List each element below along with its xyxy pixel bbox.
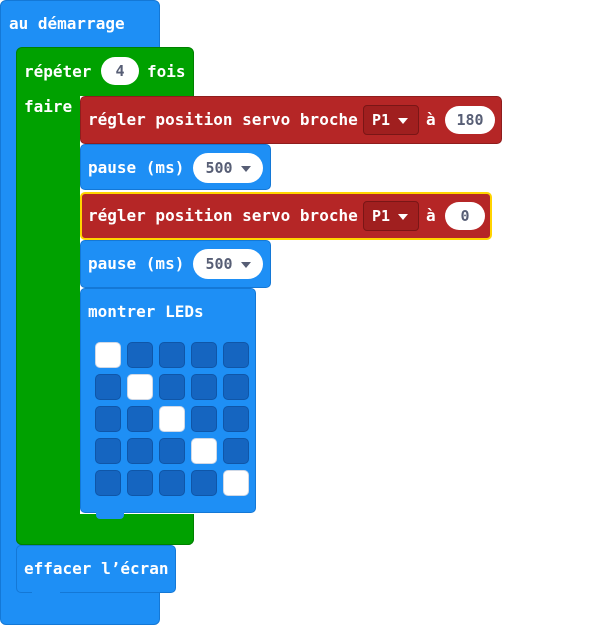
clear-screen-bottom-notch: [32, 592, 60, 599]
led-cell-3-2[interactable]: [159, 438, 185, 464]
on-start-bottom-notch: [16, 598, 44, 605]
chevron-down-icon: [398, 117, 409, 124]
pause-1-value: 500: [205, 159, 233, 177]
times-label: fois: [147, 62, 186, 81]
led-cell-4-0[interactable]: [95, 470, 121, 496]
pause-1-label: pause (ms): [88, 158, 185, 177]
servo-1-label: régler position servo broche: [88, 110, 358, 129]
led-cell-1-3[interactable]: [191, 374, 217, 400]
led-grid: [95, 342, 251, 496]
repeat-count-input[interactable]: 4: [101, 57, 139, 85]
led-cell-0-0[interactable]: [95, 342, 121, 368]
led-cell-4-3[interactable]: [191, 470, 217, 496]
repeat-label: répéter: [24, 62, 92, 81]
repeat-count-value: 4: [115, 62, 125, 80]
led-cell-3-1[interactable]: [127, 438, 153, 464]
servo-1-value: 180: [456, 111, 484, 129]
chevron-down-icon: [240, 165, 251, 172]
servo-1-pin-dropdown[interactable]: P1: [363, 105, 419, 135]
led-cell-1-0[interactable]: [95, 374, 121, 400]
led-cell-2-1[interactable]: [127, 406, 153, 432]
servo-1-to-label: à: [426, 110, 436, 129]
servo-2-pin-value: P1: [372, 207, 391, 225]
do-label-2: faire: [24, 97, 73, 116]
led-cell-0-1[interactable]: [127, 342, 153, 368]
led-cell-0-3[interactable]: [191, 342, 217, 368]
show-leds-bottom-notch: [96, 512, 124, 519]
led-cell-3-0[interactable]: [95, 438, 121, 464]
servo-1-pin-value: P1: [372, 111, 391, 129]
led-cell-2-3[interactable]: [191, 406, 217, 432]
pause-block-1[interactable]: pause (ms) 500: [80, 144, 271, 190]
on-start-label: au démarrage: [9, 14, 125, 33]
led-cell-3-4[interactable]: [223, 438, 249, 464]
servo-block-1[interactable]: régler position servo broche P1 à 180: [80, 96, 502, 144]
led-cell-2-0[interactable]: [95, 406, 121, 432]
servo-block-2[interactable]: régler position servo broche P1 à 0: [80, 192, 492, 240]
pause-block-2[interactable]: pause (ms) 500: [80, 240, 271, 288]
led-cell-0-4[interactable]: [223, 342, 249, 368]
led-cell-0-2[interactable]: [159, 342, 185, 368]
led-cell-2-2[interactable]: [159, 406, 185, 432]
servo-2-to-label: à: [426, 206, 436, 225]
pause-2-label: pause (ms): [88, 254, 185, 273]
show-leds-block[interactable]: montrer LEDs: [80, 288, 256, 513]
led-cell-1-1[interactable]: [127, 374, 153, 400]
pause-1-value-dropdown[interactable]: 500: [193, 153, 263, 183]
pause-2-value: 500: [205, 255, 233, 273]
repeat-arm-left: [16, 90, 80, 520]
led-cell-4-1[interactable]: [127, 470, 153, 496]
servo-1-value-input[interactable]: 180: [445, 106, 495, 134]
chevron-down-icon: [398, 213, 409, 220]
clear-screen-label: effacer l’écran: [24, 559, 169, 578]
led-cell-1-4[interactable]: [223, 374, 249, 400]
chevron-down-icon: [240, 261, 251, 268]
led-cell-4-2[interactable]: [159, 470, 185, 496]
led-cell-1-2[interactable]: [159, 374, 185, 400]
servo-2-value: 0: [460, 207, 470, 225]
servo-2-label: régler position servo broche: [88, 206, 358, 225]
pause-2-value-dropdown[interactable]: 500: [193, 249, 263, 279]
clear-screen-block[interactable]: effacer l’écran: [16, 545, 176, 593]
led-cell-4-4[interactable]: [223, 470, 249, 496]
led-cell-3-3[interactable]: [191, 438, 217, 464]
servo-2-value-input[interactable]: 0: [445, 202, 485, 230]
servo-2-pin-dropdown[interactable]: P1: [363, 201, 419, 231]
show-leds-label: montrer LEDs: [88, 302, 204, 321]
led-cell-2-4[interactable]: [223, 406, 249, 432]
